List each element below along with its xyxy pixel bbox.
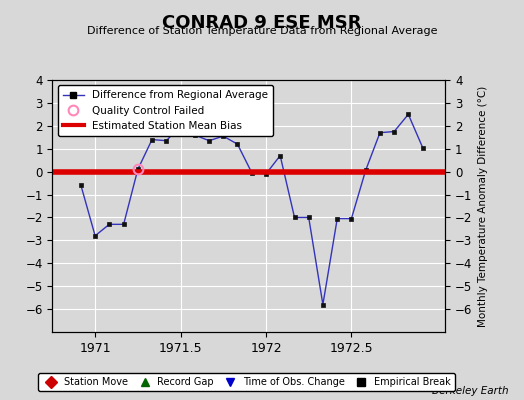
Text: CONRAD 9 ESE MSR: CONRAD 9 ESE MSR <box>162 14 362 32</box>
Text: Difference of Station Temperature Data from Regional Average: Difference of Station Temperature Data f… <box>87 26 437 36</box>
Y-axis label: Monthly Temperature Anomaly Difference (°C): Monthly Temperature Anomaly Difference (… <box>478 85 488 327</box>
Legend: Station Move, Record Gap, Time of Obs. Change, Empirical Break: Station Move, Record Gap, Time of Obs. C… <box>38 373 455 391</box>
Legend: Difference from Regional Average, Quality Control Failed, Estimated Station Mean: Difference from Regional Average, Qualit… <box>58 85 273 136</box>
Text: Berkeley Earth: Berkeley Earth <box>432 386 508 396</box>
